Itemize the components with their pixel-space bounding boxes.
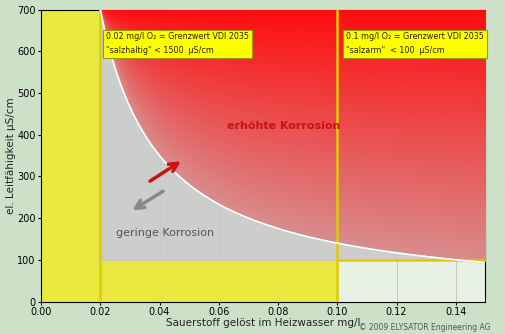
Y-axis label: el. Leitfähigkeit μS/cm: el. Leitfähigkeit μS/cm (6, 97, 16, 214)
Text: erhöhte Korrosion: erhöhte Korrosion (227, 121, 340, 131)
Text: geringe Korrosion: geringe Korrosion (116, 228, 214, 238)
Text: 0.1 mg/l O₂ = Grenzwert VDI 2035
"salzarm"  < 100  μS/cm: 0.1 mg/l O₂ = Grenzwert VDI 2035 "salzar… (345, 32, 483, 55)
Text: © 2009 ELYSATOR Engineering AG: © 2009 ELYSATOR Engineering AG (359, 323, 490, 332)
Text: 0.02 mg/l O₂ = Grenzwert VDI 2035
"salzhaltig" < 1500  μS/cm: 0.02 mg/l O₂ = Grenzwert VDI 2035 "salzh… (106, 32, 248, 55)
X-axis label: Sauerstoff gelöst im Heizwasser mg/l: Sauerstoff gelöst im Heizwasser mg/l (166, 318, 360, 328)
